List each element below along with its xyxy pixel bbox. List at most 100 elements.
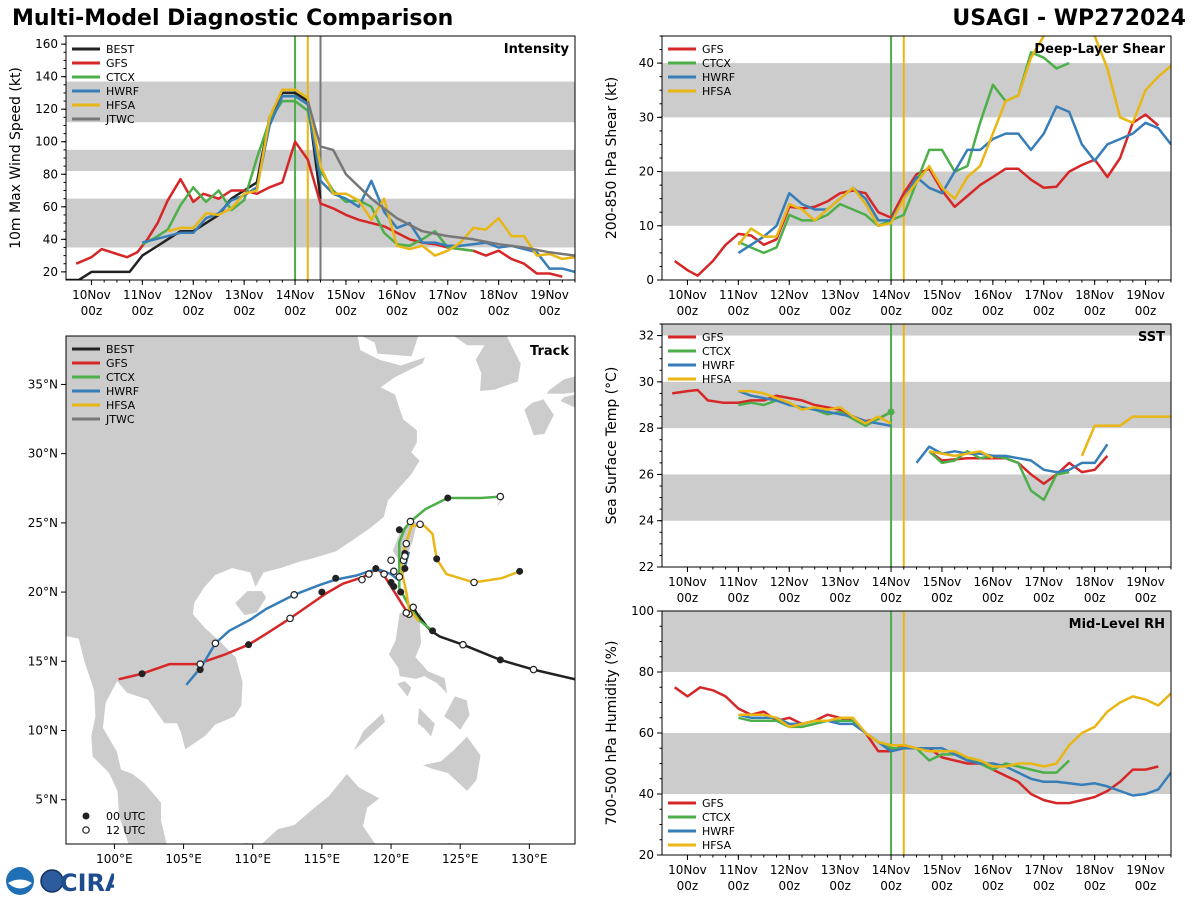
intensity-xtick-hour: 00z: [539, 304, 561, 318]
track-legend-label: GFS: [106, 357, 128, 370]
sst-xtick-hour: 00z: [677, 591, 699, 605]
sst-xtick-hour: 00z: [728, 591, 750, 605]
cira-logo: CIRA: [6, 867, 114, 896]
intensity-xtick-hour: 00z: [132, 304, 154, 318]
shear-xtick-day: 15Nov: [923, 288, 962, 302]
track-xtick-label: 115°E: [304, 852, 341, 866]
rh-xtick-day: 11Nov: [719, 863, 758, 877]
sst-band: [662, 324, 1171, 336]
intensity-ytick-label: 20: [43, 265, 58, 279]
track-point-12utc: [409, 603, 417, 612]
intensity-ytick-label: 160: [35, 37, 58, 51]
track-point-12utc: [387, 556, 395, 565]
intensity-xtick-day: 17Nov: [428, 288, 467, 302]
shear-xtick-hour: 00z: [1135, 304, 1157, 318]
track-xtick-label: 130°E: [511, 852, 548, 866]
sst-xtick-hour: 00z: [1135, 591, 1157, 605]
shear-ytick-label: 0: [646, 273, 654, 287]
shear-xtick-day: 17Nov: [1024, 288, 1063, 302]
intensity-xtick-day: 18Nov: [479, 288, 518, 302]
intensity-xtick-hour: 00z: [335, 304, 357, 318]
sst-xtick-day: 18Nov: [1075, 575, 1114, 589]
intensity-legend-label: GFS: [106, 57, 128, 70]
shear-xtick-hour: 00z: [778, 304, 800, 318]
intensity-panel: 20 40 60 80 100 120 140 160 10Nov 00z 11Nov 00z 12No…: [8, 35, 576, 318]
track-title: Track: [530, 344, 569, 359]
intensity-title: Intensity: [504, 42, 570, 57]
shear-xtick-hour: 00z: [829, 304, 851, 318]
track-point-00utc: [138, 670, 146, 678]
sst-xtick-day: 11Nov: [719, 575, 758, 589]
intensity-ytick-label: 80: [43, 167, 58, 181]
track-point-00utc: [444, 494, 452, 502]
track-xtick-label: 125°E: [442, 852, 479, 866]
rh-xtick-day: 17Nov: [1024, 863, 1063, 877]
track-point-12utc: [402, 609, 411, 617]
track-ytick-label: 10°N: [28, 723, 58, 737]
rh-title: Mid-Level RH: [1069, 617, 1165, 632]
shear-panel: 0 10 20 30 40 10Nov 00z 11Nov 00z 12Nov 00z 13Nov 00…: [604, 35, 1172, 318]
track-ytick-label: 15°N: [28, 654, 58, 668]
intensity-ytick-label: 40: [43, 232, 58, 246]
shear-xtick-day: 16Nov: [973, 288, 1012, 302]
shear-xtick-hour: 00z: [677, 304, 699, 318]
intensity-xtick-day: 19Nov: [530, 288, 569, 302]
shear-ytick-label: 40: [639, 56, 654, 70]
figure-title: Multi-Model Diagnostic Comparison: [12, 6, 454, 31]
rh-xtick-hour: 00z: [1084, 879, 1106, 893]
land-panay-negros: [416, 706, 436, 739]
shear-xtick-day: 10Nov: [668, 288, 707, 302]
sst-xtick-day: 17Nov: [1024, 575, 1063, 589]
track-xtick-label: 110°E: [234, 852, 271, 866]
intensity-xtick-hour: 00z: [284, 304, 306, 318]
track-point-00utc: [372, 565, 380, 573]
track-point-12utc: [416, 520, 424, 529]
rh-xtick-hour: 00z: [931, 879, 953, 893]
rh-xtick-day: 10Nov: [668, 863, 707, 877]
intensity-ytick-label: 120: [35, 102, 58, 116]
sst-xtick-hour: 00z: [1033, 591, 1055, 605]
track-point-12utc: [380, 570, 388, 578]
rh-xtick-hour: 00z: [728, 879, 750, 893]
shear-series-hfsa: [737, 36, 1171, 246]
track-point-12utc: [459, 640, 467, 649]
sst-series-hfsa: [1080, 415, 1171, 457]
track-point-12utc: [406, 517, 415, 526]
land-mindanao: [420, 735, 482, 792]
shear-xtick-day: 13Nov: [821, 288, 860, 302]
sst-series-hfsa: [928, 450, 994, 460]
shear-series-hwrf: [737, 105, 1171, 254]
land-honshu: [545, 375, 575, 395]
shear-xtick-day: 12Nov: [770, 288, 809, 302]
track-point-12utc: [402, 539, 411, 548]
legend-12utc-marker: [82, 826, 90, 834]
intensity-xtick-hour: 00z: [386, 304, 408, 318]
rh-xtick-hour: 00z: [1033, 879, 1055, 893]
intensity-xtick-day: 16Nov: [377, 288, 416, 302]
rh-xtick-day: 19Nov: [1126, 863, 1165, 877]
rh-xtick-day: 18Nov: [1075, 863, 1114, 877]
sst-series-hfsa: [738, 389, 892, 425]
sst-band: [662, 474, 1171, 521]
track-legend-label: BEST: [106, 343, 134, 356]
rh-ylabel: 700-500 hPa Humidity (%): [604, 641, 620, 826]
legend-00utc-label: 00 UTC: [106, 810, 146, 823]
sst-legend-label: GFS: [702, 331, 724, 344]
track-point-12utc: [395, 573, 404, 581]
intensity-series-gfs: [75, 140, 563, 278]
land-borneo: [231, 772, 381, 844]
intensity-xtick-day: 14Nov: [276, 288, 315, 302]
intensity-xtick-day: 15Nov: [327, 288, 366, 302]
shear-xtick-hour: 00z: [880, 304, 902, 318]
land-hainan: [234, 590, 268, 617]
track-point-12utc: [529, 665, 538, 674]
track-point-00utc: [332, 574, 340, 582]
sst-title: SST: [1138, 330, 1165, 345]
intensity-xtick-day: 12Nov: [174, 288, 213, 302]
shear-legend-label: GFS: [702, 43, 724, 56]
sst-xtick-day: 12Nov: [770, 575, 809, 589]
